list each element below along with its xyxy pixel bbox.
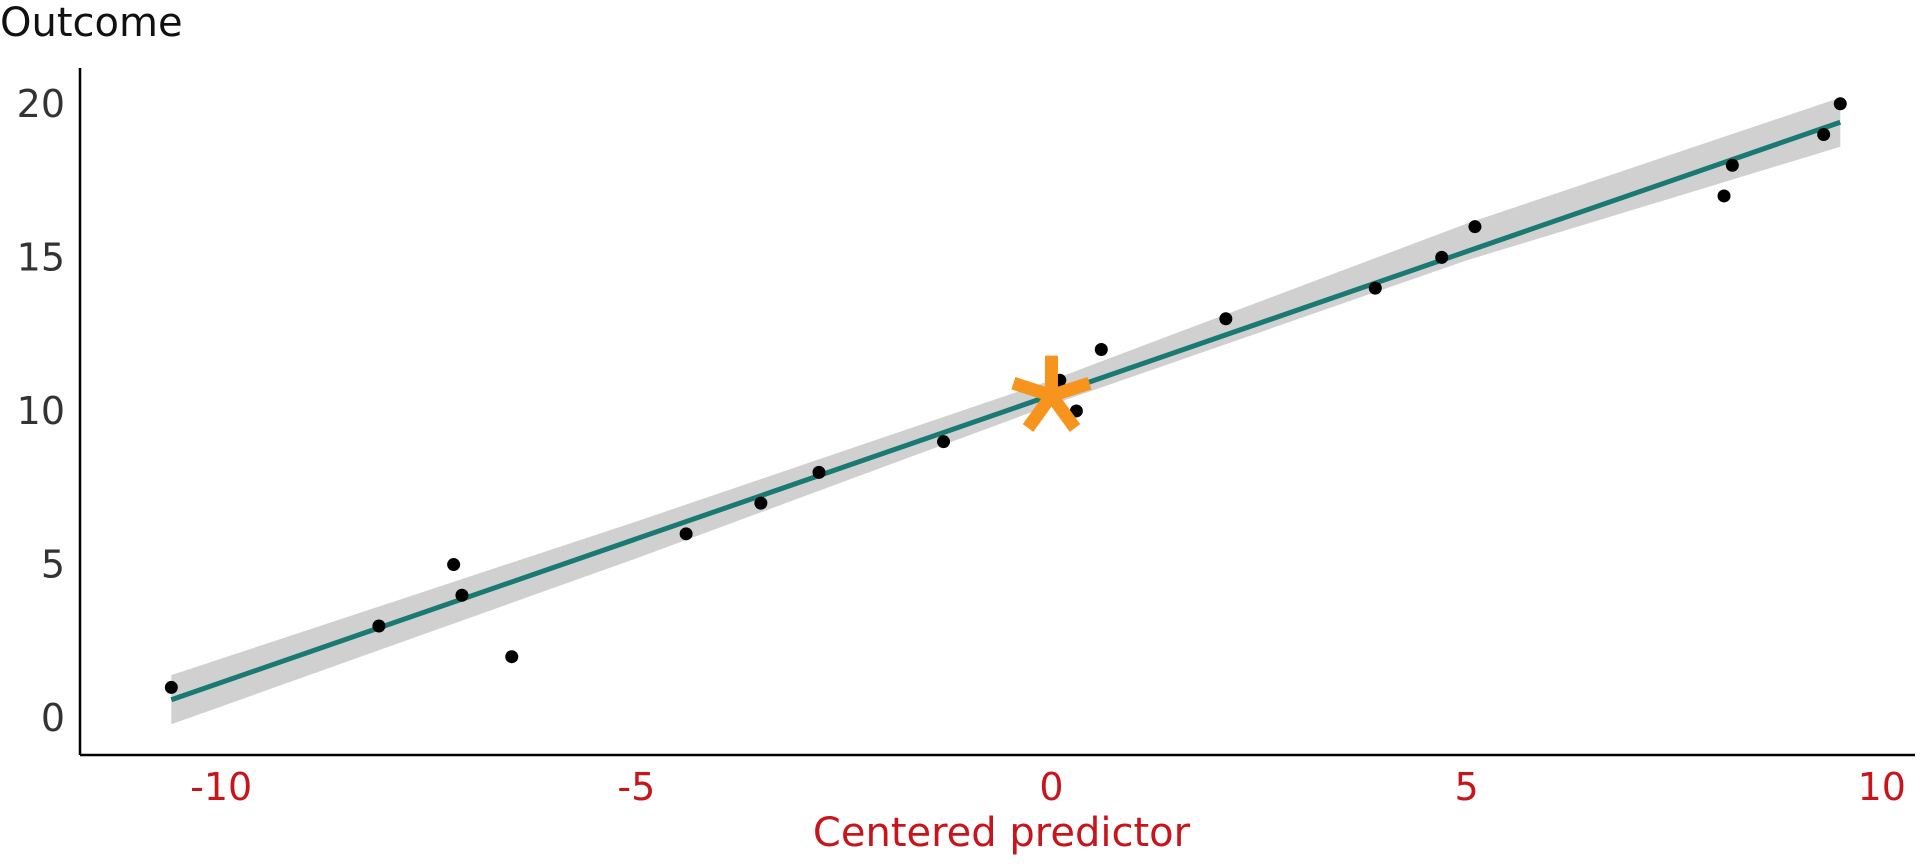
y-axis-title: Outcome — [0, 0, 183, 46]
y-tick-labels: 0 5 10 15 20 — [17, 82, 65, 740]
y-tick-label: 15 — [17, 235, 65, 279]
center-marker — [1011, 355, 1092, 432]
data-point — [505, 650, 519, 664]
data-point — [1368, 281, 1382, 295]
x-tick-label: -10 — [190, 765, 252, 809]
data-point — [1817, 128, 1831, 142]
y-tick-label: 0 — [41, 696, 65, 740]
x-axis-title: Centered predictor — [813, 810, 1191, 856]
data-point — [1717, 189, 1731, 203]
data-point — [1094, 343, 1108, 357]
y-tick-label: 20 — [17, 82, 65, 126]
y-tick-label: 10 — [17, 389, 65, 433]
data-point — [164, 680, 178, 694]
data-point — [447, 558, 461, 572]
data-point — [1219, 312, 1233, 326]
marker-layer — [1011, 355, 1092, 432]
x-tick-labels: -10 -5 0 5 10 — [190, 765, 1906, 809]
x-tick-label: -5 — [617, 765, 655, 809]
data-point — [1069, 404, 1083, 418]
x-tick-label: 10 — [1858, 765, 1906, 809]
fit-line — [170, 119, 1842, 703]
x-tick-label: 0 — [1039, 765, 1063, 809]
data-point — [372, 619, 386, 633]
data-point — [1435, 250, 1449, 264]
data-point — [1725, 158, 1739, 172]
center-marker-arm — [1011, 377, 1054, 402]
x-tick-label: 5 — [1455, 765, 1479, 809]
fit-line-layer — [170, 119, 1842, 703]
data-point — [754, 496, 768, 510]
data-point — [679, 527, 693, 541]
data-point — [1833, 97, 1847, 111]
points-layer — [164, 97, 1847, 694]
data-point — [937, 435, 951, 449]
data-point — [455, 588, 469, 602]
y-tick-label: 5 — [41, 543, 65, 587]
data-point — [812, 465, 826, 479]
data-point — [1468, 220, 1482, 234]
axes — [78, 68, 1915, 757]
